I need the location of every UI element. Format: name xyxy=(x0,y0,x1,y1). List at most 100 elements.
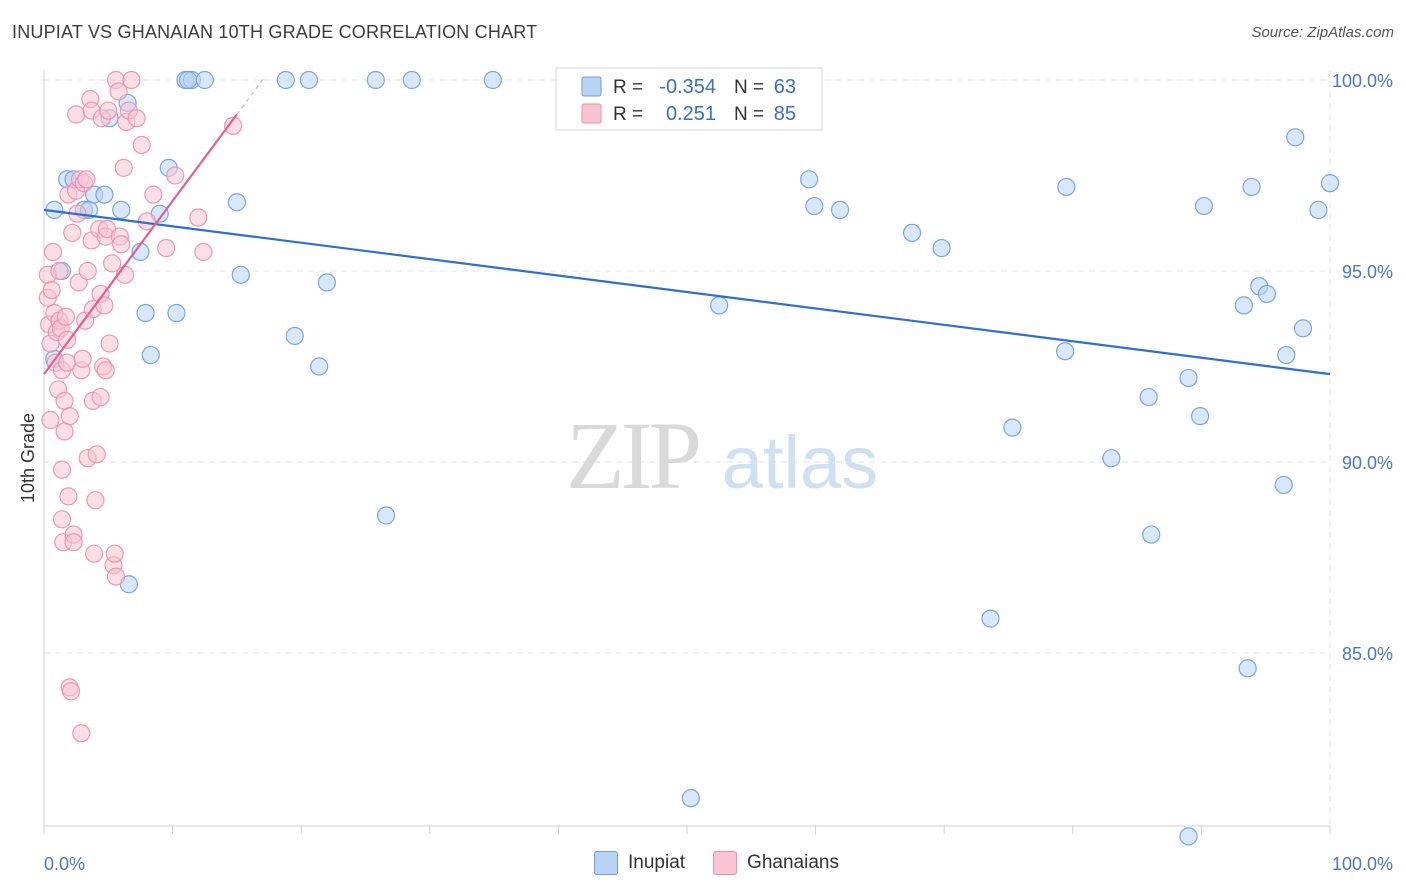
inupiat-point-30[interactable] xyxy=(366,70,385,90)
inupiat-point-35[interactable] xyxy=(681,789,700,808)
inupiat-point-40[interactable] xyxy=(902,223,922,242)
inupiat-point-45[interactable] xyxy=(1057,177,1076,197)
inupiat-point-47[interactable] xyxy=(1139,387,1158,407)
chart-title: INUPIAT VS GHANAIAN 10TH GRADE CORRELATI… xyxy=(12,22,538,42)
ghanaians-point-6[interactable] xyxy=(43,242,63,261)
ghanaians-point-27[interactable] xyxy=(61,682,81,701)
inupiat-point-61[interactable] xyxy=(1293,319,1313,338)
ghanaians-point-49[interactable] xyxy=(85,544,104,563)
ghanaians-point-62[interactable] xyxy=(100,334,119,353)
ghanaians-point-41[interactable] xyxy=(77,170,96,189)
ghanaians-point-77[interactable] xyxy=(132,135,151,155)
ghanaians-point-63[interactable] xyxy=(103,254,122,273)
ghanaians-point-28[interactable] xyxy=(63,223,82,242)
inupiat-point-58[interactable] xyxy=(1274,475,1293,495)
ghanaians-point-20[interactable] xyxy=(56,307,75,326)
series-inupiat xyxy=(45,70,1340,846)
inupiat-point-59[interactable] xyxy=(1277,345,1296,365)
inupiat-point-10[interactable] xyxy=(112,200,131,219)
ghanaians-point-80[interactable] xyxy=(157,238,176,258)
legend-r-label-inupiat: R = xyxy=(613,77,643,98)
inupiat-point-38[interactable] xyxy=(805,196,824,216)
ghanaians-point-38[interactable] xyxy=(73,349,92,368)
inupiat-point-27[interactable] xyxy=(299,70,319,90)
inupiat-point-26[interactable] xyxy=(285,326,304,346)
ghanaians-point-65[interactable] xyxy=(105,544,124,563)
inupiat-point-60[interactable] xyxy=(1286,128,1305,147)
ghanaians-point-42[interactable] xyxy=(78,261,97,281)
inupiat-point-42[interactable] xyxy=(981,609,1000,628)
ghanaians-point-81[interactable] xyxy=(166,166,185,185)
inupiat-point-21[interactable] xyxy=(178,70,198,90)
inupiat-point-25[interactable] xyxy=(276,70,295,90)
inupiat-point-15[interactable] xyxy=(141,345,160,365)
watermark-zip: ZIP xyxy=(566,402,699,509)
inupiat-point-8[interactable] xyxy=(95,185,114,204)
source-label: Source: ZipAtlas.com xyxy=(1251,24,1394,41)
inupiat-point-51[interactable] xyxy=(1191,407,1210,426)
inupiat-point-55[interactable] xyxy=(1238,659,1257,678)
bottom-legend-inupiat[interactable]: Inupiat xyxy=(594,851,685,875)
ghanaians-point-79[interactable] xyxy=(144,185,163,204)
inupiat-point-37[interactable] xyxy=(800,170,819,189)
ghanaians-point-83[interactable] xyxy=(194,242,213,261)
ghanaians-point-82[interactable] xyxy=(189,208,208,227)
inupiat-point-54[interactable] xyxy=(1242,177,1261,197)
y-axis-label: 10th Grade xyxy=(18,413,38,503)
ghanaians-point-15[interactable] xyxy=(52,460,72,479)
inupiat-point-33[interactable] xyxy=(483,70,502,90)
ghanaians-point-12[interactable] xyxy=(50,261,69,281)
inupiat-point-48[interactable] xyxy=(1142,525,1161,544)
inupiat-point-44[interactable] xyxy=(1055,342,1075,361)
inupiat-point-57[interactable] xyxy=(1257,284,1277,304)
y-tick-label-90: 90.0% xyxy=(1342,453,1393,473)
ghanaians-point-50[interactable] xyxy=(86,491,105,510)
inupiat-point-63[interactable] xyxy=(1320,174,1340,193)
inupiat-point-31[interactable] xyxy=(376,506,396,525)
ghanaians-point-24[interactable] xyxy=(59,487,78,506)
inupiat-point-41[interactable] xyxy=(932,238,951,258)
ghanaians-point-5[interactable] xyxy=(42,281,61,300)
y-tick-label-85: 85.0% xyxy=(1342,644,1393,664)
inupiat-point-22[interactable] xyxy=(195,70,214,90)
ghanaians-point-19[interactable] xyxy=(55,391,74,410)
ghanaians-point-66[interactable] xyxy=(106,567,126,586)
inupiat-point-50[interactable] xyxy=(1179,827,1198,846)
ghanaians-point-30[interactable] xyxy=(64,533,83,552)
inupiat-point-23[interactable] xyxy=(227,193,246,212)
inupiat-point-24[interactable] xyxy=(231,265,250,284)
axes xyxy=(43,70,1331,834)
ghanaians-point-18[interactable] xyxy=(55,422,74,441)
ghanaians-point-59[interactable] xyxy=(96,361,115,380)
inupiat-point-53[interactable] xyxy=(1234,296,1253,315)
inupiat-point-43[interactable] xyxy=(1003,418,1022,437)
inupiat-point-39[interactable] xyxy=(830,200,850,219)
inupiat-point-36[interactable] xyxy=(710,296,729,315)
inupiat-point-32[interactable] xyxy=(402,70,421,90)
ghanaians-point-37[interactable] xyxy=(72,724,91,743)
inupiat-point-14[interactable] xyxy=(136,303,155,323)
inupiat-point-62[interactable] xyxy=(1309,200,1328,219)
ghanaians-point-54[interactable] xyxy=(91,387,110,407)
inupiat-point-49[interactable] xyxy=(1179,368,1198,388)
ghanaians-point-4[interactable] xyxy=(41,410,60,430)
inupiat-point-28[interactable] xyxy=(310,357,329,376)
inupiat-point-29[interactable] xyxy=(317,273,337,292)
y-tick-label-100: 100.0% xyxy=(1332,71,1393,91)
ghanaians-point-51[interactable] xyxy=(87,445,106,464)
inupiat-point-46[interactable] xyxy=(1102,449,1121,468)
ghanaians-point-70[interactable] xyxy=(112,235,131,254)
ghanaians-point-68[interactable] xyxy=(109,82,128,101)
ghanaians-point-84[interactable] xyxy=(223,116,243,135)
inupiat-point-18[interactable] xyxy=(167,303,186,323)
ghanaians-point-75[interactable] xyxy=(122,70,141,90)
ghanaians-point-61[interactable] xyxy=(99,101,118,120)
inupiat-point-52[interactable] xyxy=(1194,196,1214,216)
bottom-legend-ghanaians[interactable]: Ghanaians xyxy=(713,851,839,875)
ghanaians-point-76[interactable] xyxy=(127,109,146,128)
ghanaians-point-31[interactable] xyxy=(67,105,86,124)
ghanaians-point-71[interactable] xyxy=(114,158,133,177)
legend-r-label-ghanaians: R = xyxy=(613,104,643,125)
ghanaians-point-16[interactable] xyxy=(52,510,72,529)
ghanaians-point-26[interactable] xyxy=(60,407,79,426)
